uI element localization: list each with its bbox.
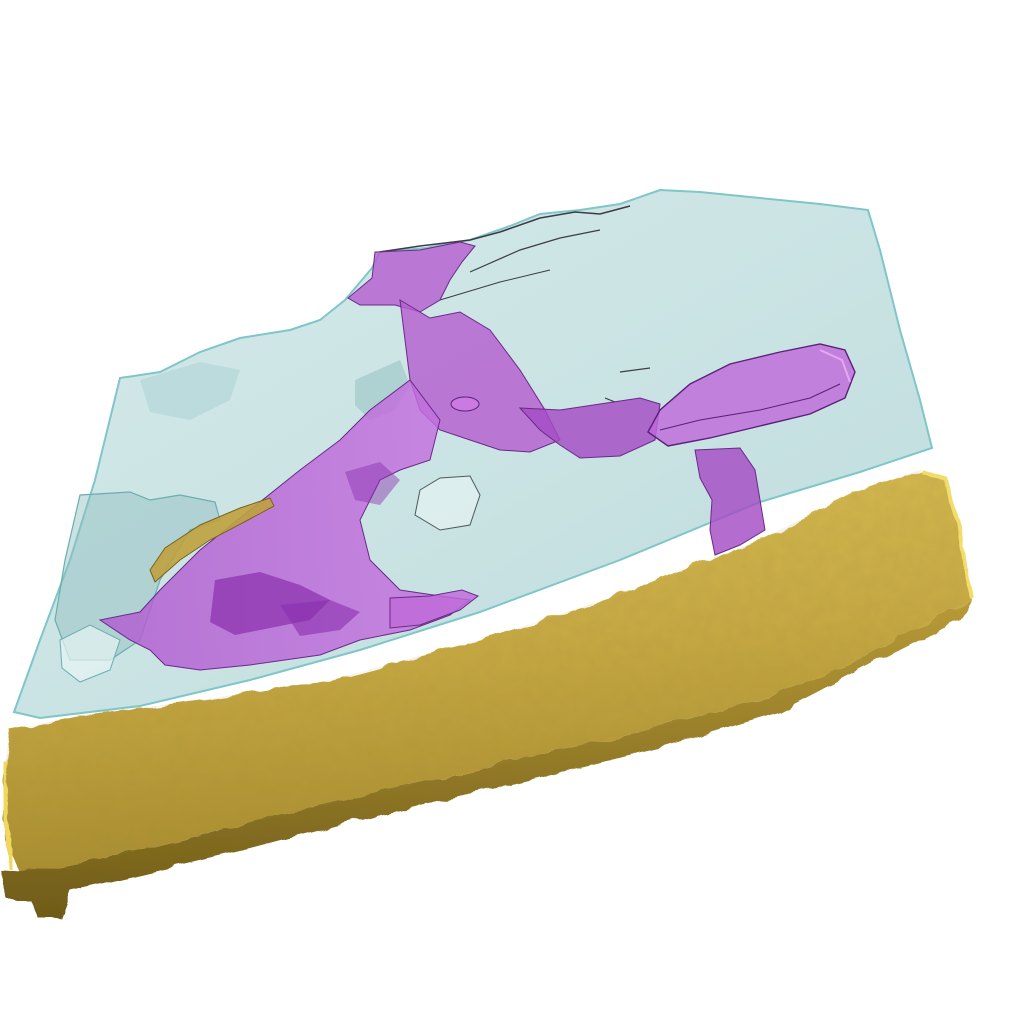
purple-branched-structure [98, 241, 856, 671]
gold-slab [0, 468, 974, 918]
small-gold-fragment [149, 497, 275, 583]
